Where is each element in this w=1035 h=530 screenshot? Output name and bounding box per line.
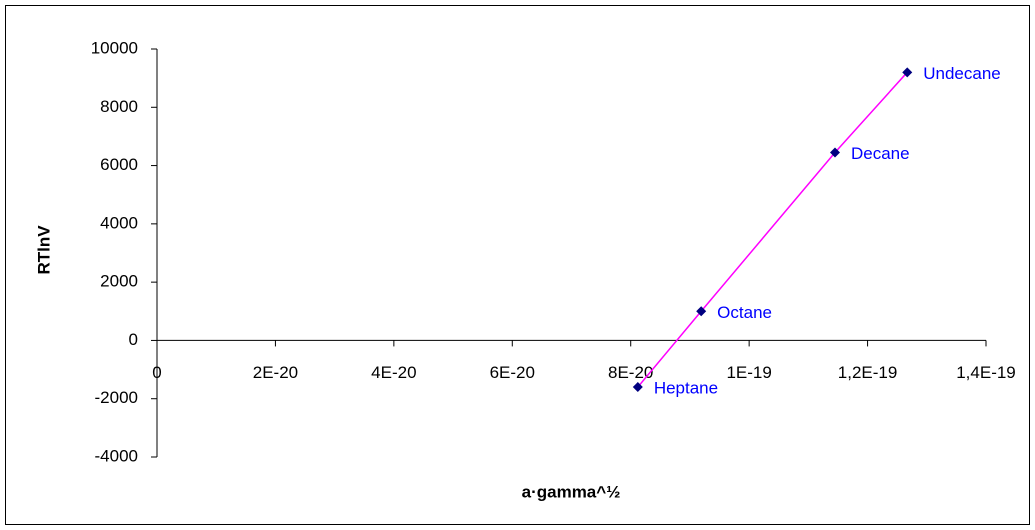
- y-tick-label: 6000: [100, 155, 138, 174]
- point-label: Heptane: [654, 379, 718, 398]
- y-tick-label: 10000: [91, 38, 138, 57]
- y-tick-label: 4000: [100, 213, 138, 232]
- x-tick-label: 1,2E-19: [838, 363, 898, 382]
- y-tick-label: 0: [129, 330, 138, 349]
- y-tick-label: 8000: [100, 97, 138, 116]
- y-tick-label: -4000: [95, 446, 138, 465]
- point-label: Decane: [851, 144, 910, 163]
- x-tick-label: 4E-20: [371, 363, 416, 382]
- y-axis-title: RTlnV: [34, 225, 53, 275]
- x-tick-label: 1E-19: [726, 363, 771, 382]
- point: [632, 382, 643, 393]
- x-axis-title: a·gamma^½: [522, 482, 621, 501]
- point: [902, 67, 913, 78]
- point: [696, 306, 707, 317]
- point-label: Undecane: [923, 64, 1001, 83]
- y-tick-label: -2000: [95, 388, 138, 407]
- x-tick-label: 8E-20: [608, 363, 653, 382]
- point-label: Octane: [717, 303, 772, 322]
- chart-border: [5, 5, 1030, 525]
- point: [830, 147, 841, 158]
- trend-line: [637, 71, 908, 388]
- x-tick-label: 6E-20: [490, 363, 535, 382]
- y-tick-label: 2000: [100, 272, 138, 291]
- x-tick-label: 2E-20: [253, 363, 298, 382]
- x-tick-label: 1,4E-19: [956, 363, 1016, 382]
- x-tick-label: 0: [152, 363, 161, 382]
